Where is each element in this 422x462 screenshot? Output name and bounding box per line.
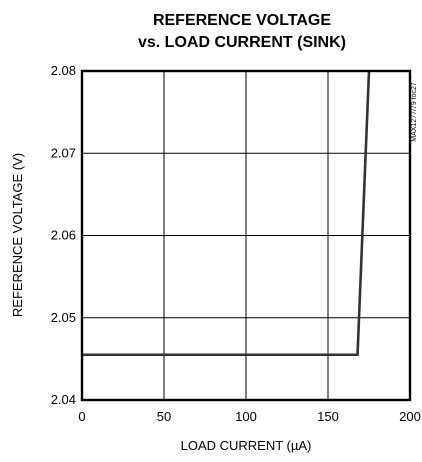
plot-frame	[80, 69, 412, 402]
x-axis-label: LOAD CURRENT (µA)	[181, 438, 312, 453]
series-layer	[82, 70, 371, 357]
y-tick-label: 2.05	[51, 310, 76, 325]
tick-labels: 0 50 100 150 200 2.04 2.05 2.06 2.07 2.08	[51, 63, 421, 424]
x-tick-label: 0	[78, 409, 85, 424]
watermark-text: MAX1277/79 toc27	[411, 82, 418, 142]
x-tick-label: 50	[157, 409, 171, 424]
y-tick-label: 2.04	[51, 392, 76, 407]
y-tick-label: 2.07	[51, 145, 76, 160]
x-tick-label: 100	[235, 409, 257, 424]
x-tick-label: 200	[399, 409, 421, 424]
y-tick-label: 2.06	[51, 228, 76, 243]
x-tick-label: 150	[317, 409, 339, 424]
chart-title-line-1: REFERENCE VOLTAGE	[153, 12, 331, 29]
y-axis-label: REFERENCE VOLTAGE (V)	[10, 153, 25, 317]
chart-title-line-2: vs. LOAD CURRENT (SINK)	[138, 34, 346, 51]
series-line	[82, 70, 371, 357]
grid-lines	[82, 71, 410, 400]
y-tick-label: 2.08	[51, 63, 76, 78]
